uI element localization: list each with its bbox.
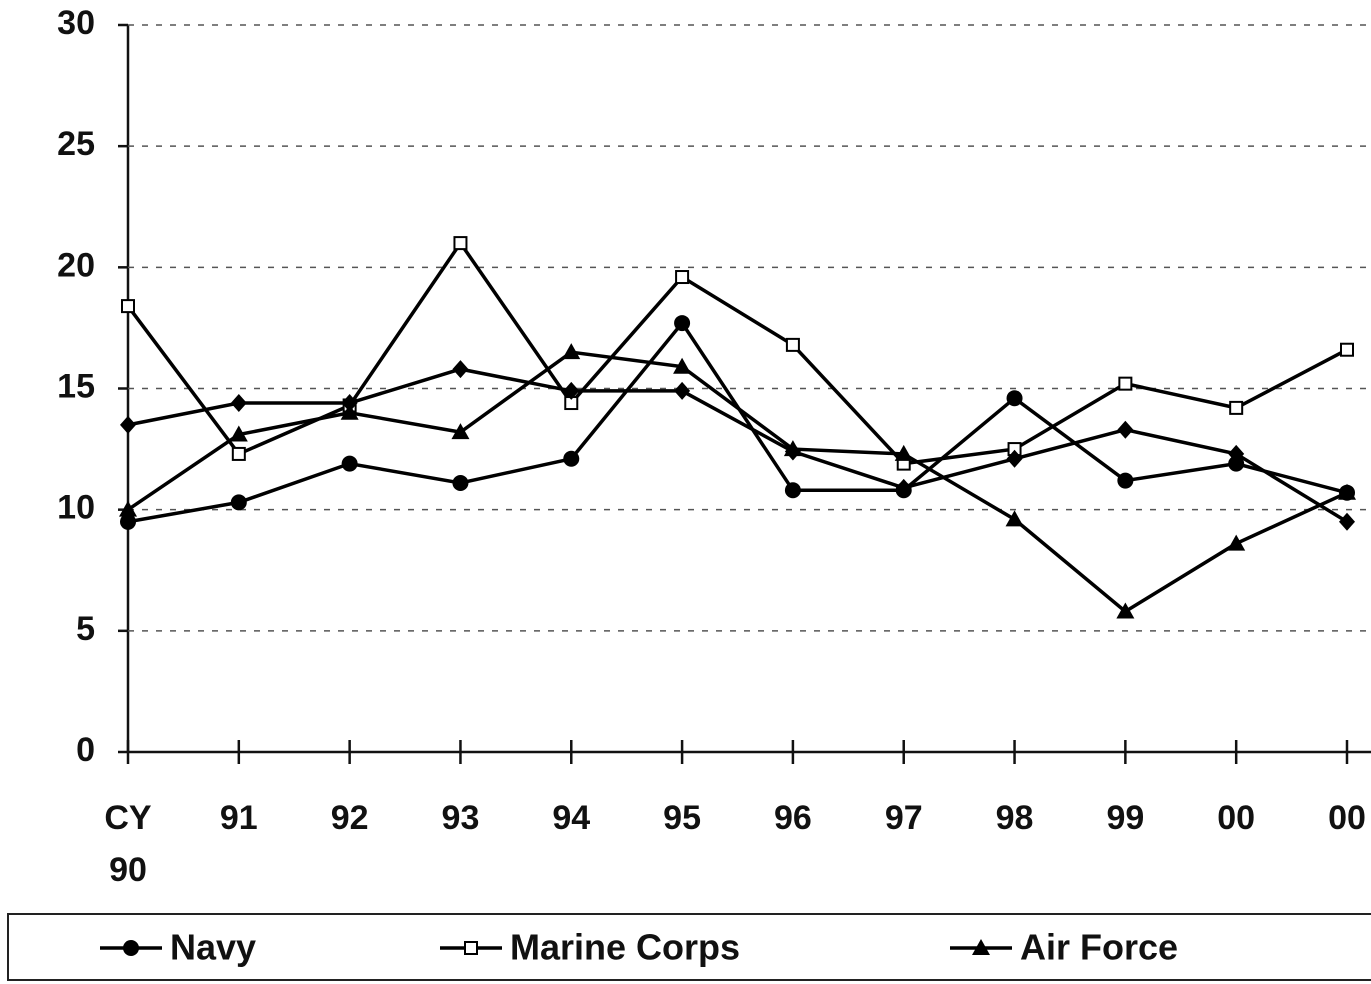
x-tick-label: 96: [774, 799, 812, 837]
marker: [563, 450, 580, 467]
marker: [341, 394, 358, 413]
marker: [341, 455, 358, 472]
series-line: [126, 240, 1348, 466]
x-tick-label-line: CY: [104, 799, 152, 837]
y-tick-label: 20: [57, 246, 95, 284]
series-line: [127, 367, 1348, 524]
marker: [784, 482, 801, 499]
y-tick-label: 0: [76, 731, 95, 769]
legend-marker: [123, 940, 139, 956]
y-tick-label: 5: [76, 610, 95, 648]
marker: [1118, 376, 1133, 391]
legend-marker: [464, 941, 478, 955]
marker: [230, 494, 247, 511]
x-tick-label: 95: [663, 799, 701, 837]
marker: [1117, 472, 1134, 489]
y-tick-label: 25: [57, 125, 95, 163]
marker: [1116, 602, 1135, 619]
x-tick-label: 00: [1217, 799, 1255, 837]
marker: [1229, 400, 1244, 415]
marker: [452, 475, 469, 492]
x-tick-label: 97: [885, 799, 923, 837]
marker: [1117, 420, 1134, 439]
marker: [452, 360, 469, 379]
marker: [119, 500, 137, 517]
x-tick-label: 92: [331, 799, 369, 837]
marker: [673, 357, 692, 374]
y-tick-label: 15: [57, 367, 95, 405]
marker: [229, 425, 248, 442]
x-tick-label: 94: [552, 799, 590, 837]
marker: [562, 343, 581, 360]
x-tick-label: 91: [220, 799, 258, 837]
x-tick-label: 98: [996, 799, 1034, 837]
marker: [120, 415, 136, 434]
marker: [784, 442, 801, 461]
marker: [674, 381, 691, 400]
marker: [230, 394, 247, 413]
marker: [895, 478, 912, 497]
marker: [121, 299, 135, 314]
legend-label: Navy: [170, 927, 256, 968]
legend-marker: [972, 939, 990, 955]
x-tick-label-line: 90: [109, 851, 147, 889]
marker: [1228, 444, 1245, 463]
marker: [1005, 510, 1024, 527]
marker: [453, 236, 468, 251]
y-tick-label: 10: [57, 489, 95, 527]
series-line: [127, 350, 1348, 614]
marker: [674, 315, 691, 332]
marker: [1228, 455, 1245, 472]
marker: [1339, 512, 1355, 531]
x-tick-label: CY 90: [104, 799, 152, 889]
x-tick-label: 00: [1328, 799, 1366, 837]
marker: [1340, 342, 1354, 357]
x-tick-label: 99: [1106, 799, 1144, 837]
legend-box: [7, 913, 1371, 981]
marker: [675, 270, 690, 285]
marker: [894, 444, 913, 461]
y-tick-label: 30: [57, 4, 95, 42]
legend-label: Air Force: [1020, 927, 1178, 968]
marker: [120, 513, 136, 530]
marker: [1006, 449, 1023, 468]
marker: [231, 446, 246, 461]
marker: [1006, 390, 1023, 407]
marker: [1227, 534, 1246, 551]
legend-label: Marine Corps: [510, 927, 740, 968]
marker: [563, 381, 580, 400]
marker: [451, 423, 470, 440]
marker: [1338, 483, 1356, 500]
marker: [785, 337, 800, 352]
x-tick-label: 93: [442, 799, 480, 837]
